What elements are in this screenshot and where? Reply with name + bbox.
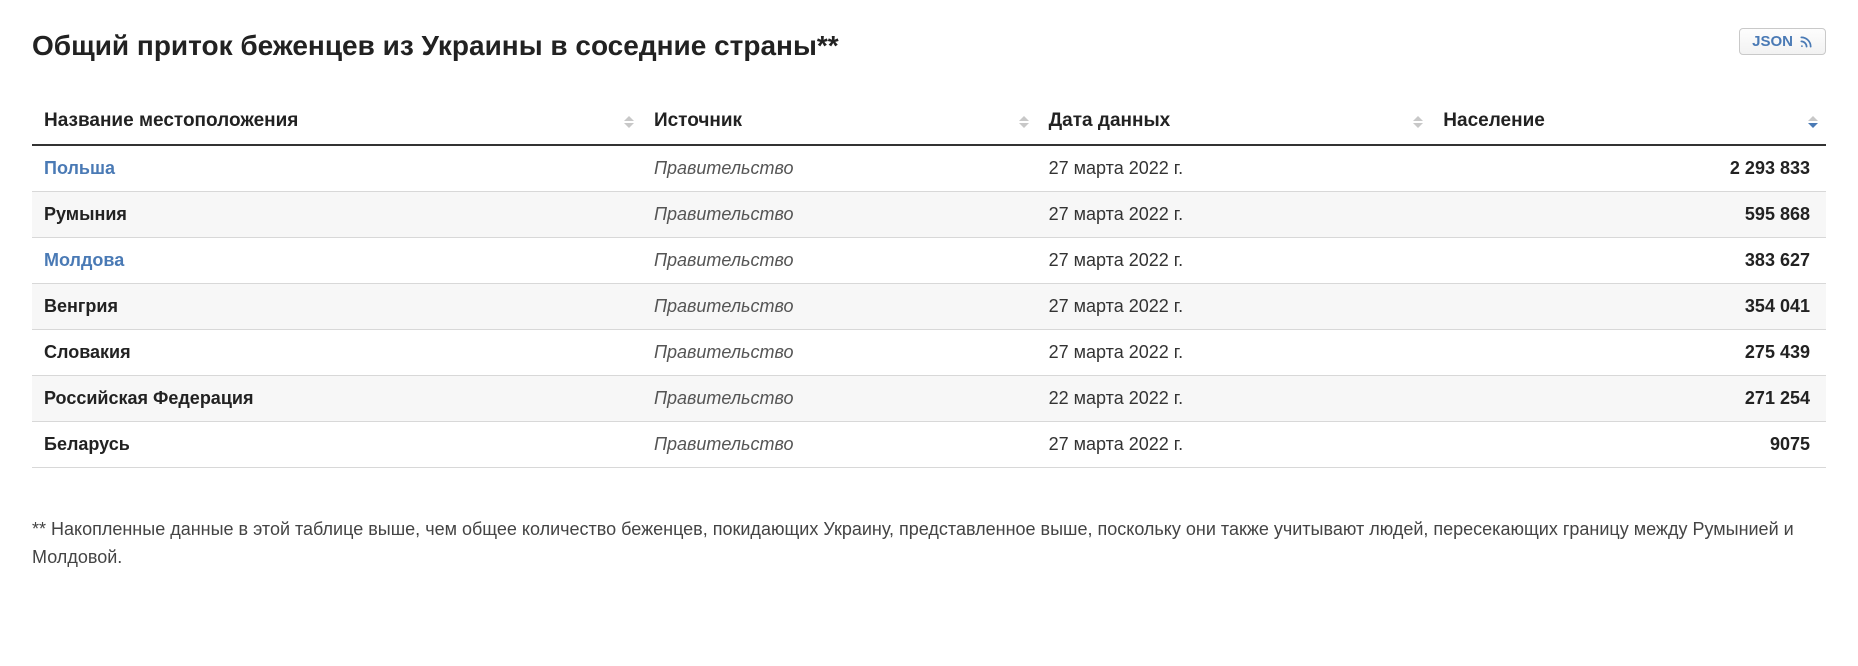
col-header-source[interactable]: Источник [642, 100, 1037, 145]
cell-source: Правительство [642, 422, 1037, 468]
cell-population: 2 293 833 [1431, 145, 1826, 192]
cell-date: 27 марта 2022 г. [1037, 145, 1432, 192]
cell-population: 271 254 [1431, 376, 1826, 422]
refugee-table: Название местоположения Источник Дата да… [32, 100, 1826, 468]
cell-source: Правительство [642, 192, 1037, 238]
cell-population: 383 627 [1431, 238, 1826, 284]
cell-source: Правительство [642, 376, 1037, 422]
table-header-row: Название местоположения Источник Дата да… [32, 100, 1826, 145]
sort-icon [1413, 116, 1423, 128]
cell-population: 595 868 [1431, 192, 1826, 238]
sort-icon [1019, 116, 1029, 128]
json-export-button[interactable]: JSON [1739, 28, 1826, 55]
table-row: ВенгрияПравительство27 марта 2022 г.354 … [32, 284, 1826, 330]
cell-location[interactable]: Польша [32, 145, 642, 192]
table-row: МолдоваПравительство27 марта 2022 г.383 … [32, 238, 1826, 284]
cell-date: 27 марта 2022 г. [1037, 330, 1432, 376]
table-row: СловакияПравительство27 марта 2022 г.275… [32, 330, 1826, 376]
cell-location[interactable]: Молдова [32, 238, 642, 284]
cell-population: 9075 [1431, 422, 1826, 468]
cell-location: Румыния [32, 192, 642, 238]
rss-icon [1799, 35, 1813, 49]
cell-date: 27 марта 2022 г. [1037, 238, 1432, 284]
cell-location: Российская Федерация [32, 376, 642, 422]
col-header-population[interactable]: Население [1431, 100, 1826, 145]
table-body: ПольшаПравительство27 марта 2022 г.2 293… [32, 145, 1826, 468]
table-row: БеларусьПравительство27 марта 2022 г.907… [32, 422, 1826, 468]
table-row: Российская ФедерацияПравительство22 март… [32, 376, 1826, 422]
cell-population: 354 041 [1431, 284, 1826, 330]
footnote: ** Накопленные данные в этой таблице выш… [32, 516, 1826, 572]
col-header-population-label: Население [1443, 110, 1545, 131]
col-header-date-label: Дата данных [1049, 110, 1171, 131]
cell-location: Беларусь [32, 422, 642, 468]
cell-source: Правительство [642, 284, 1037, 330]
cell-date: 27 марта 2022 г. [1037, 284, 1432, 330]
cell-date: 27 марта 2022 г. [1037, 422, 1432, 468]
col-header-date[interactable]: Дата данных [1037, 100, 1432, 145]
sort-icon [624, 116, 634, 128]
cell-date: 27 марта 2022 г. [1037, 192, 1432, 238]
col-header-source-label: Источник [654, 110, 742, 131]
cell-date: 22 марта 2022 г. [1037, 376, 1432, 422]
cell-source: Правительство [642, 330, 1037, 376]
cell-population: 275 439 [1431, 330, 1826, 376]
table-row: РумынияПравительство27 марта 2022 г.595 … [32, 192, 1826, 238]
cell-location: Словакия [32, 330, 642, 376]
table-row: ПольшаПравительство27 марта 2022 г.2 293… [32, 145, 1826, 192]
col-header-location[interactable]: Название местоположения [32, 100, 642, 145]
col-header-location-label: Название местоположения [44, 110, 298, 131]
cell-location: Венгрия [32, 284, 642, 330]
cell-source: Правительство [642, 145, 1037, 192]
sort-icon [1808, 116, 1818, 128]
cell-source: Правительство [642, 238, 1037, 284]
json-button-label: JSON [1752, 33, 1793, 50]
page-title: Общий приток беженцев из Украины в сосед… [32, 28, 839, 64]
